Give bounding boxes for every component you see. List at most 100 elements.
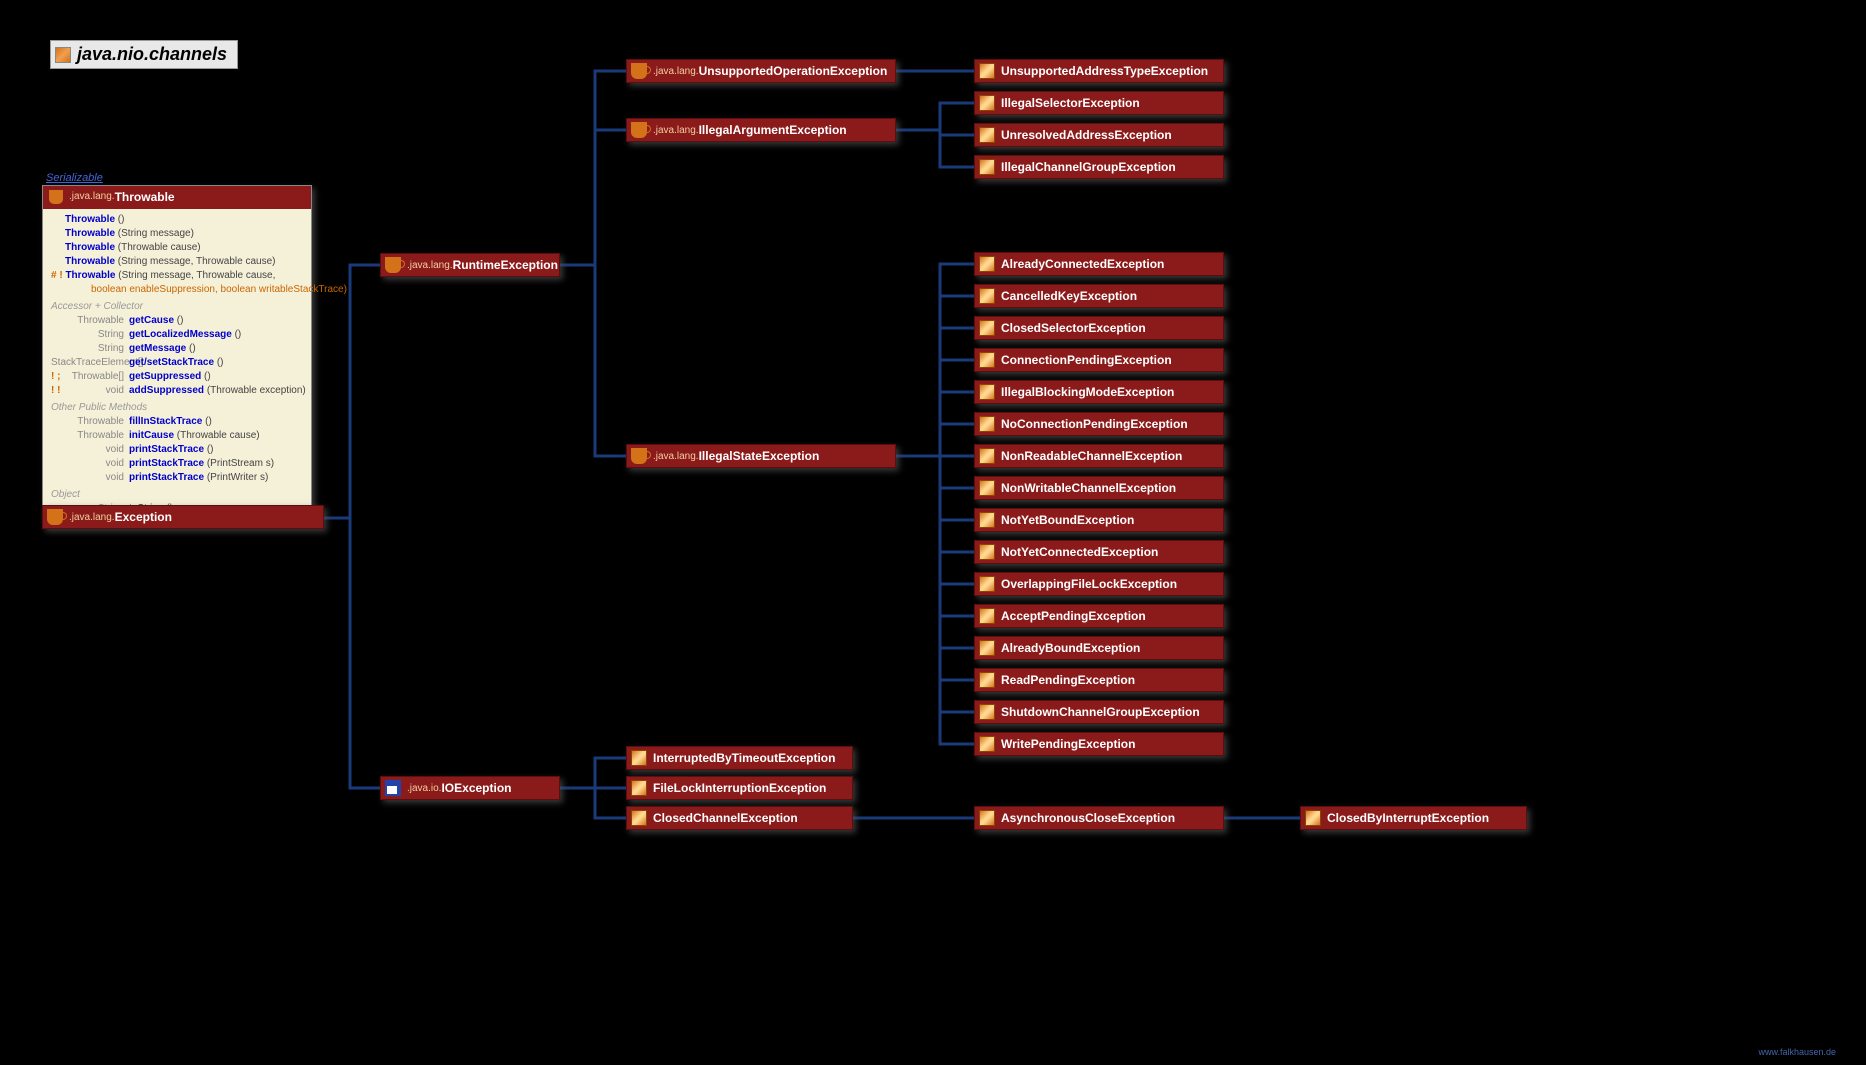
edge [896, 456, 974, 680]
class-node-illstate[interactable]: .java.lang.IllegalStateException [626, 444, 896, 468]
class-node-acceptpend[interactable]: AcceptPendingException [974, 604, 1224, 628]
node-class-name: UnresolvedAddressException [1001, 128, 1172, 142]
class-node-closedchan[interactable]: ClosedChannelException [626, 806, 853, 830]
class-node-illarg[interactable]: .java.lang.IllegalArgumentException [626, 118, 896, 142]
constructor-row: Throwable () [51, 213, 303, 227]
constructor-row: Throwable (String message, Throwable cau… [51, 255, 303, 269]
class-node-nonread[interactable]: NonReadableChannelException [974, 444, 1224, 468]
section-methods: Other Public Methods [51, 401, 303, 415]
node-pkg: .java.lang. [653, 451, 699, 462]
nio-icon [979, 416, 995, 432]
class-node-unsupop[interactable]: .java.lang.UnsupportedOperationException [626, 59, 896, 83]
node-class-name: UnsupportedOperationException [699, 64, 888, 78]
node-class-name: ClosedByInterruptException [1327, 811, 1489, 825]
nio-icon [979, 288, 995, 304]
edge [896, 130, 974, 167]
edge [896, 328, 974, 456]
method-row: voidprintStackTrace (PrintStream s) [51, 457, 303, 471]
node-class-name: AlreadyConnectedException [1001, 257, 1164, 271]
class-node-alreadybound[interactable]: AlreadyBoundException [974, 636, 1224, 660]
node-class-name: ConnectionPendingException [1001, 353, 1172, 367]
node-class-name: IllegalSelectorException [1001, 96, 1140, 110]
class-node-exception[interactable]: .java.lang.Exception [42, 505, 324, 529]
node-class-name: IllegalStateException [699, 449, 820, 463]
method-row: ThrowablefillInStackTrace () [51, 415, 303, 429]
node-class-name: IllegalBlockingModeException [1001, 385, 1174, 399]
class-node-filelockint[interactable]: FileLockInterruptionException [626, 776, 853, 800]
class-node-intbytimeout[interactable]: InterruptedByTimeoutException [626, 746, 853, 770]
edge [896, 456, 974, 616]
class-node-noconnpend[interactable]: NoConnectionPendingException [974, 412, 1224, 436]
nio-icon [631, 810, 647, 826]
edge [560, 265, 626, 456]
throwable-body: Throwable ()Throwable (String message)Th… [43, 209, 311, 520]
edge [896, 130, 974, 135]
method-row: ThrowableinitCause (Throwable cause) [51, 429, 303, 443]
throwable-detail-box: .java.lang. Throwable Throwable ()Throwa… [42, 185, 312, 521]
edge [896, 456, 974, 744]
edge [896, 424, 974, 456]
node-class-name: AcceptPendingException [1001, 609, 1146, 623]
package-icon [55, 47, 71, 63]
node-class-name: InterruptedByTimeoutException [653, 751, 835, 765]
edge [896, 392, 974, 456]
cup-icon [47, 509, 63, 525]
nio-icon [979, 63, 995, 79]
node-class-name: ClosedChannelException [653, 811, 798, 825]
nio-icon [979, 159, 995, 175]
class-node-notyetconn[interactable]: NotYetConnectedException [974, 540, 1224, 564]
io-icon [385, 780, 401, 796]
class-node-connpend[interactable]: ConnectionPendingException [974, 348, 1224, 372]
cup-icon [631, 122, 647, 138]
edge [896, 264, 974, 456]
class-node-alreadyconn[interactable]: AlreadyConnectedException [974, 252, 1224, 276]
nio-icon [979, 512, 995, 528]
node-class-name: RuntimeException [453, 258, 558, 272]
class-node-unresaddr[interactable]: UnresolvedAddressException [974, 123, 1224, 147]
watermark: www.falkhausen.de [1758, 1047, 1836, 1057]
class-node-asyncclose[interactable]: AsynchronousCloseException [974, 806, 1224, 830]
node-class-name: ReadPendingException [1001, 673, 1135, 687]
nio-icon [979, 448, 995, 464]
node-pkg: .java.lang. [653, 125, 699, 136]
class-node-illblock[interactable]: IllegalBlockingModeException [974, 380, 1224, 404]
class-node-writepend[interactable]: WritePendingException [974, 732, 1224, 756]
node-class-name: AlreadyBoundException [1001, 641, 1140, 655]
class-node-illchgrp[interactable]: IllegalChannelGroupException [974, 155, 1224, 179]
method-row: voidprintStackTrace () [51, 443, 303, 457]
class-node-closedbyint[interactable]: ClosedByInterruptException [1300, 806, 1527, 830]
class-node-shutchgrp[interactable]: ShutdownChannelGroupException [974, 700, 1224, 724]
nio-icon [979, 320, 995, 336]
accessor-row: StringgetLocalizedMessage () [51, 328, 303, 342]
class-node-illsel[interactable]: IllegalSelectorException [974, 91, 1224, 115]
accessor-row: ! !voidaddSuppressed (Throwable exceptio… [51, 384, 303, 398]
class-node-cancelkey[interactable]: CancelledKeyException [974, 284, 1224, 308]
nio-icon [631, 780, 647, 796]
edge [896, 103, 974, 130]
class-node-overlap[interactable]: OverlappingFileLockException [974, 572, 1224, 596]
class-node-closedsel[interactable]: ClosedSelectorException [974, 316, 1224, 340]
node-class-name: CancelledKeyException [1001, 289, 1137, 303]
class-node-readpend[interactable]: ReadPendingException [974, 668, 1224, 692]
class-node-nonwrite[interactable]: NonWritableChannelException [974, 476, 1224, 500]
nio-icon [979, 127, 995, 143]
cup-icon [631, 63, 647, 79]
accessor-row: ThrowablegetCause () [51, 314, 303, 328]
nio-icon [979, 544, 995, 560]
class-node-notyetbound[interactable]: NotYetBoundException [974, 508, 1224, 532]
nio-icon [1305, 810, 1321, 826]
nio-icon [979, 384, 995, 400]
class-node-ioex[interactable]: .java.io.IOException [380, 776, 560, 800]
edge [896, 456, 974, 712]
node-class-name: NonWritableChannelException [1001, 481, 1176, 495]
cup-icon [631, 448, 647, 464]
title-text: java.nio.channels [77, 44, 227, 65]
nio-icon [979, 736, 995, 752]
nio-icon [979, 608, 995, 624]
class-node-runtimeex[interactable]: .java.lang.RuntimeException [380, 253, 560, 277]
class-node-unsupaddr[interactable]: UnsupportedAddressTypeException [974, 59, 1224, 83]
node-class-name: ClosedSelectorException [1001, 321, 1146, 335]
edge [896, 456, 974, 488]
node-class-name: Exception [115, 510, 172, 524]
nio-icon [979, 810, 995, 826]
